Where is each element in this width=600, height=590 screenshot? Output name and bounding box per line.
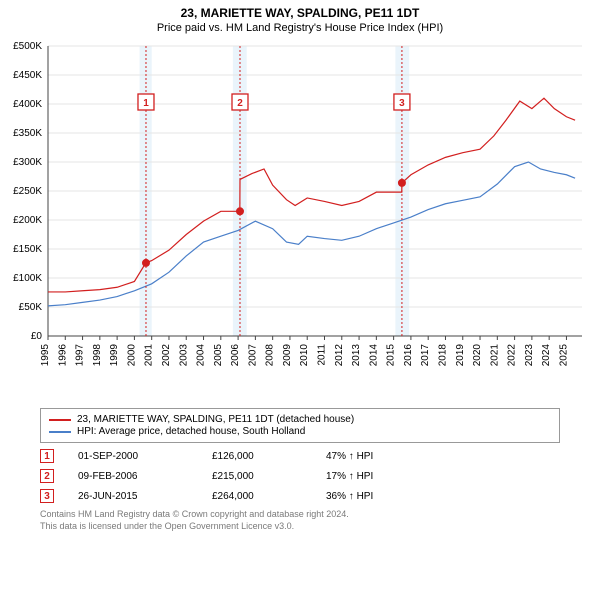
x-tick-label: 2025 bbox=[558, 344, 569, 367]
transaction-number-box: 3 bbox=[40, 489, 54, 503]
footer-line-1: Contains HM Land Registry data © Crown c… bbox=[40, 509, 560, 521]
x-tick-label: 2015 bbox=[386, 344, 397, 367]
x-tick-label: 1996 bbox=[57, 344, 68, 367]
marker-number: 3 bbox=[399, 98, 405, 109]
x-tick-label: 2003 bbox=[178, 344, 189, 367]
x-tick-label: 2012 bbox=[334, 344, 345, 367]
footer-attribution: Contains HM Land Registry data © Crown c… bbox=[40, 509, 560, 532]
x-tick-label: 2021 bbox=[489, 344, 500, 367]
title-block: 23, MARIETTE WAY, SPALDING, PE11 1DT Pri… bbox=[0, 0, 600, 36]
transaction-delta: 36% ↑ HPI bbox=[326, 491, 373, 502]
x-tick-label: 2013 bbox=[351, 344, 362, 367]
x-tick-label: 2002 bbox=[161, 344, 172, 367]
x-tick-label: 1997 bbox=[75, 344, 86, 367]
x-tick-label: 2017 bbox=[420, 344, 431, 367]
transaction-number-box: 1 bbox=[40, 449, 54, 463]
x-tick-label: 2005 bbox=[213, 344, 224, 367]
marker-dot bbox=[236, 207, 244, 215]
line-chart: £0 £50K £100K £150K £200K £250K £300K £350K £400… bbox=[0, 36, 600, 406]
marker-dot bbox=[398, 179, 406, 187]
x-tick-label: 2004 bbox=[196, 344, 207, 367]
legend-label: 23, MARIETTE WAY, SPALDING, PE11 1DT (de… bbox=[77, 414, 354, 425]
x-tick-label: 2011 bbox=[317, 344, 328, 366]
transaction-row: 3 26-JUN-2015 £264,000 36% ↑ HPI bbox=[40, 489, 560, 503]
transaction-price: £264,000 bbox=[212, 491, 302, 502]
y-tick-label: £100K bbox=[13, 273, 42, 284]
transaction-number-box: 2 bbox=[40, 469, 54, 483]
transaction-date: 26-JUN-2015 bbox=[78, 491, 188, 502]
y-tick-label: £150K bbox=[13, 244, 42, 255]
x-tick-label: 2020 bbox=[472, 344, 483, 367]
y-tick-label: £250K bbox=[13, 186, 42, 197]
x-tick-label: 1999 bbox=[109, 344, 120, 367]
transaction-row: 2 09-FEB-2006 £215,000 17% ↑ HPI bbox=[40, 469, 560, 483]
x-tick-label: 2006 bbox=[230, 344, 241, 367]
marker-dot bbox=[142, 259, 150, 267]
transaction-date: 09-FEB-2006 bbox=[78, 471, 188, 482]
page-title: 23, MARIETTE WAY, SPALDING, PE11 1DT bbox=[0, 6, 600, 20]
y-tick-label: £500K bbox=[13, 41, 42, 52]
transactions-table: 1 01-SEP-2000 £126,000 47% ↑ HPI 2 09-FEB-200… bbox=[40, 449, 560, 503]
x-tick-label: 2016 bbox=[403, 344, 414, 367]
x-tick-label: 2000 bbox=[126, 344, 137, 367]
transaction-date: 01-SEP-2000 bbox=[78, 451, 188, 462]
x-tick-label: 2007 bbox=[247, 344, 258, 367]
page-subtitle: Price paid vs. HM Land Registry's House … bbox=[0, 22, 600, 34]
x-tick-label: 2018 bbox=[437, 344, 448, 367]
y-tick-label: £450K bbox=[13, 70, 42, 81]
x-tick-label: 1998 bbox=[92, 344, 103, 367]
x-tick-label: 2008 bbox=[265, 344, 276, 367]
x-tick-label: 2024 bbox=[541, 344, 552, 367]
legend-item: HPI: Average price, detached house, Sout… bbox=[49, 426, 551, 437]
legend-swatch bbox=[49, 419, 71, 421]
transaction-delta: 47% ↑ HPI bbox=[326, 451, 373, 462]
legend: 23, MARIETTE WAY, SPALDING, PE11 1DT (de… bbox=[40, 408, 560, 443]
x-tick-label: 2019 bbox=[455, 344, 466, 367]
legend-label: HPI: Average price, detached house, Sout… bbox=[77, 426, 305, 437]
y-tick-label: £200K bbox=[13, 215, 42, 226]
marker-number: 1 bbox=[143, 98, 149, 109]
x-tick-label: 2001 bbox=[144, 344, 155, 367]
legend-swatch bbox=[49, 431, 71, 433]
marker-number: 2 bbox=[237, 98, 243, 109]
y-tick-label: £0 bbox=[31, 331, 43, 342]
legend-item: 23, MARIETTE WAY, SPALDING, PE11 1DT (de… bbox=[49, 414, 551, 425]
y-tick-label: £350K bbox=[13, 128, 42, 139]
transaction-price: £126,000 bbox=[212, 451, 302, 462]
axis bbox=[48, 46, 582, 340]
x-tick-label: 1995 bbox=[40, 344, 51, 367]
x-tick-label: 2009 bbox=[282, 344, 293, 367]
footer-line-2: This data is licensed under the Open Gov… bbox=[40, 521, 560, 533]
series-price_paid bbox=[48, 98, 575, 292]
transaction-row: 1 01-SEP-2000 £126,000 47% ↑ HPI bbox=[40, 449, 560, 463]
x-tick-label: 2022 bbox=[507, 344, 518, 367]
x-tick-label: 2023 bbox=[524, 344, 535, 367]
x-tick-label: 2014 bbox=[368, 344, 379, 367]
x-tick-label: 2010 bbox=[299, 344, 310, 367]
chart-area: £0 £50K £100K £150K £200K £250K £300K £350K £400… bbox=[0, 36, 600, 406]
transaction-price: £215,000 bbox=[212, 471, 302, 482]
y-tick-label: £300K bbox=[13, 157, 42, 168]
transaction-delta: 17% ↑ HPI bbox=[326, 471, 373, 482]
y-tick-label: £400K bbox=[13, 99, 42, 110]
y-tick-label: £50K bbox=[19, 302, 43, 313]
